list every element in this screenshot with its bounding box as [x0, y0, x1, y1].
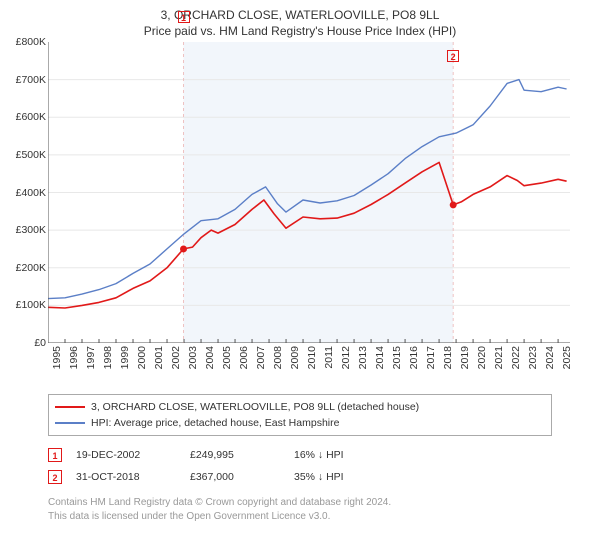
x-tick-label: 2007 — [255, 346, 267, 369]
plot: 12 — [48, 42, 570, 343]
x-tick-label: 2017 — [425, 346, 437, 369]
x-tick-label: 2005 — [221, 346, 233, 369]
x-tick-label: 2002 — [170, 346, 182, 369]
legend-row: HPI: Average price, detached house, East… — [55, 415, 545, 431]
chart-svg — [48, 42, 570, 343]
y-tick-label: £800K — [2, 36, 46, 48]
chart-title-address: 3, ORCHARD CLOSE, WATERLOOVILLE, PO8 9LL — [30, 8, 570, 22]
chart-container: 3, ORCHARD CLOSE, WATERLOOVILLE, PO8 9LL… — [0, 0, 600, 560]
x-tick-label: 2025 — [561, 346, 573, 369]
transaction-marker: 2 — [447, 50, 459, 62]
transaction-row: 1 19-DEC-2002 £249,995 16% ↓ HPI — [48, 444, 552, 466]
x-tick-label: 2016 — [408, 346, 420, 369]
x-tick-label: 2018 — [442, 346, 454, 369]
transaction-row: 2 31-OCT-2018 £367,000 35% ↓ HPI — [48, 466, 552, 488]
legend-label: 3, ORCHARD CLOSE, WATERLOOVILLE, PO8 9LL… — [91, 401, 419, 413]
x-tick-label: 2009 — [289, 346, 301, 369]
x-tick-label: 2008 — [272, 346, 284, 369]
y-tick-label: £600K — [2, 111, 46, 123]
x-tick-label: 2003 — [187, 346, 199, 369]
x-tick-label: 2012 — [340, 346, 352, 369]
transaction-price: £249,995 — [190, 449, 280, 461]
transaction-diff: 35% ↓ HPI — [294, 471, 384, 483]
legend-row: 3, ORCHARD CLOSE, WATERLOOVILLE, PO8 9LL… — [55, 399, 545, 415]
x-tick-label: 2024 — [544, 346, 556, 369]
y-tick-label: £500K — [2, 149, 46, 161]
x-tick-label: 2011 — [323, 346, 335, 369]
y-tick-label: £700K — [2, 74, 46, 86]
x-tick-label: 2015 — [391, 346, 403, 369]
x-tick-label: 2014 — [374, 346, 386, 369]
x-tick-label: 1998 — [102, 346, 114, 369]
x-tick-label: 2000 — [136, 346, 148, 369]
chart-title-sub: Price paid vs. HM Land Registry's House … — [30, 24, 570, 38]
x-tick-label: 1999 — [119, 346, 131, 369]
transactions-table: 1 19-DEC-2002 £249,995 16% ↓ HPI 2 31-OCT-201… — [48, 444, 552, 488]
y-tick-label: £400K — [2, 187, 46, 199]
x-tick-label: 2023 — [527, 346, 539, 369]
x-tick-label: 1997 — [85, 346, 97, 369]
x-tick-label: 1995 — [51, 346, 63, 369]
x-tick-label: 2019 — [459, 346, 471, 369]
x-tick-label: 2013 — [357, 346, 369, 369]
x-tick-label: 2004 — [204, 346, 216, 369]
x-tick-label: 1996 — [68, 346, 80, 369]
y-tick-label: £100K — [2, 299, 46, 311]
x-tick-label: 2006 — [238, 346, 250, 369]
x-axis-labels: 1995 1996 1997 1998 1999 2000 2001 2002 2003 2004… — [48, 346, 570, 386]
transaction-diff: 16% ↓ HPI — [294, 449, 384, 461]
plot-area: 12 1995 1996 1997 1998 1999 2000 2001 2002 2003 2… — [30, 42, 570, 386]
transaction-marker: 1 — [178, 11, 190, 23]
transaction-price: £367,000 — [190, 471, 280, 483]
transaction-date: 31-OCT-2018 — [76, 471, 176, 483]
legend-swatch — [55, 406, 85, 408]
x-tick-label: 2021 — [493, 346, 505, 369]
footer: Contains HM Land Registry data © Crown c… — [48, 496, 552, 523]
y-tick-label: £300K — [2, 224, 46, 236]
x-tick-label: 2022 — [510, 346, 522, 369]
footer-line-2: This data is licensed under the Open Gov… — [48, 510, 552, 524]
legend-label: HPI: Average price, detached house, East… — [91, 417, 339, 429]
legend: 3, ORCHARD CLOSE, WATERLOOVILLE, PO8 9LL… — [48, 394, 552, 436]
legend-swatch — [55, 422, 85, 424]
x-tick-label: 2010 — [306, 346, 318, 369]
x-tick-label: 2020 — [476, 346, 488, 369]
transaction-number: 1 — [48, 448, 62, 462]
x-tick-label: 2001 — [153, 346, 165, 369]
transaction-number: 2 — [48, 470, 62, 484]
transaction-date: 19-DEC-2002 — [76, 449, 176, 461]
footer-line-1: Contains HM Land Registry data © Crown c… — [48, 496, 552, 510]
y-tick-label: £0 — [2, 337, 46, 349]
y-tick-label: £200K — [2, 262, 46, 274]
